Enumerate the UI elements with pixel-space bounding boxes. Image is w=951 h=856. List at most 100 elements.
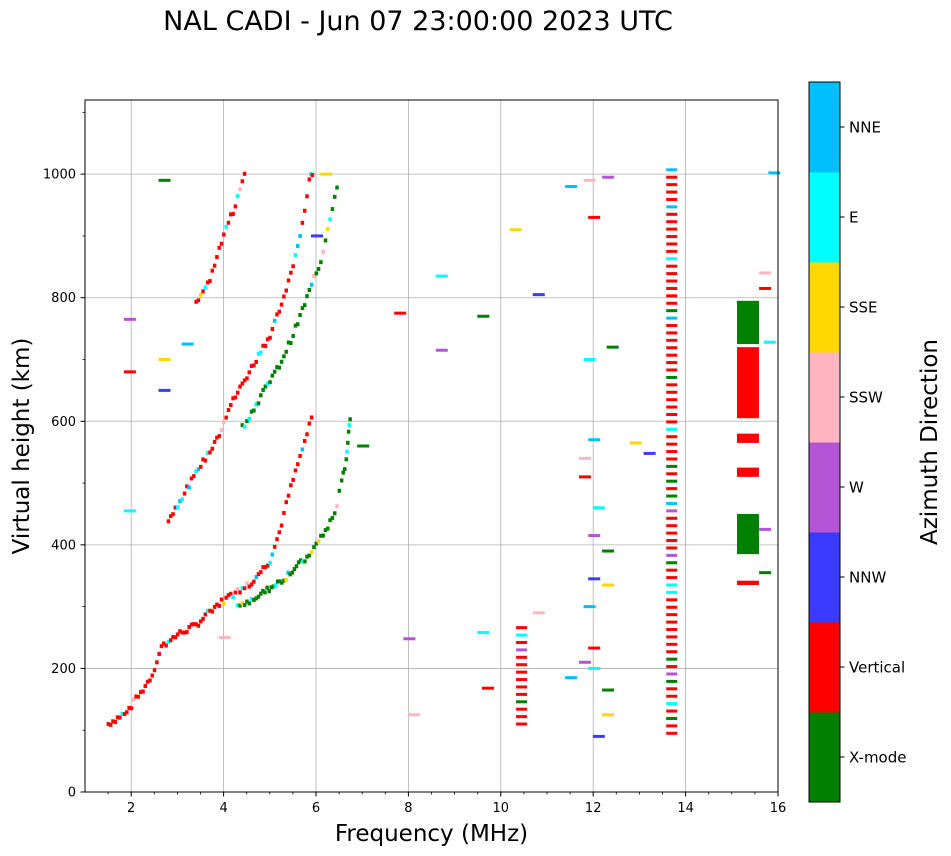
echo-point	[203, 285, 208, 290]
echo-point	[212, 263, 217, 268]
echo-point	[300, 220, 305, 225]
x-tick-label: 2	[127, 801, 135, 816]
echo-point	[578, 456, 591, 460]
echo-point	[194, 469, 198, 474]
echo-point	[335, 504, 339, 509]
echo-block	[666, 679, 678, 683]
echo-point	[159, 644, 164, 649]
echo-block	[666, 457, 678, 461]
echo-block	[666, 568, 678, 572]
echo-point	[277, 309, 282, 314]
echo-block	[666, 665, 678, 669]
echo-point	[259, 350, 263, 355]
echo-point	[210, 446, 215, 451]
echo-point	[293, 323, 298, 328]
echo-point	[182, 630, 187, 635]
echo-point	[291, 333, 295, 338]
echo-point	[189, 476, 194, 481]
echo-point	[588, 666, 601, 670]
echo-point	[229, 591, 233, 596]
echo-point	[357, 444, 370, 448]
y-tick-label: 400	[51, 538, 76, 553]
echo-point	[171, 512, 175, 517]
echo-point	[296, 322, 300, 327]
echo-block	[516, 640, 528, 644]
echo-point	[305, 294, 309, 299]
echo-block	[666, 539, 678, 543]
echo-point	[252, 579, 256, 584]
echo-point	[242, 602, 247, 607]
echo-block	[666, 249, 678, 253]
echo-block	[666, 183, 678, 187]
echo-block	[666, 361, 678, 365]
colorbar-label: Vertical	[849, 659, 905, 677]
echo-point	[270, 327, 275, 332]
echo-point	[602, 549, 615, 553]
colorbar-label: E	[849, 209, 858, 227]
echo-point	[164, 643, 168, 648]
echo-point	[314, 271, 318, 276]
echo-block	[666, 716, 678, 720]
echo-point	[242, 424, 247, 429]
echo-point	[323, 238, 328, 243]
echo-point	[312, 545, 316, 550]
echo-point	[296, 560, 301, 565]
echo-point	[208, 608, 212, 613]
echo-point	[286, 340, 291, 345]
echo-point	[199, 464, 203, 469]
echo-block	[666, 479, 678, 483]
echo-point	[588, 534, 601, 538]
echo-point	[303, 559, 307, 564]
echo-point	[115, 715, 120, 720]
colorbar-segment	[809, 532, 840, 623]
echo-block	[666, 620, 678, 624]
echo-point	[203, 458, 208, 463]
echo-point	[263, 590, 267, 595]
echo-block	[666, 309, 678, 313]
echo-point	[196, 298, 201, 303]
echo-point	[212, 604, 217, 609]
echo-point	[240, 381, 245, 386]
echo-point	[194, 622, 198, 627]
echo-point	[199, 292, 203, 297]
echo-block	[666, 390, 678, 394]
echo-block	[666, 576, 678, 580]
echo-point	[602, 688, 615, 692]
echo-point	[435, 274, 448, 278]
echo-point	[148, 678, 152, 683]
echo-point	[346, 440, 350, 445]
echo-point	[240, 423, 245, 428]
echo-point	[300, 306, 305, 311]
echo-point	[226, 593, 231, 598]
echo-point	[759, 286, 772, 290]
echo-point	[150, 673, 154, 678]
echo-point	[242, 586, 247, 591]
echo-point	[256, 572, 261, 577]
echo-point	[321, 533, 325, 538]
x-tick-label: 12	[585, 801, 602, 816]
echo-point	[217, 245, 221, 250]
echo-point	[201, 289, 205, 294]
echo-point	[256, 351, 261, 356]
echo-point	[120, 711, 124, 716]
echo-point	[314, 541, 318, 546]
echo-point	[290, 570, 295, 575]
echo-block	[666, 242, 678, 246]
echo-point	[247, 416, 252, 421]
echo-point	[291, 264, 295, 269]
echo-point	[263, 343, 268, 348]
echo-point	[178, 499, 182, 504]
echo-point	[252, 408, 256, 413]
colorbar-segment	[809, 262, 840, 353]
echo-point	[298, 312, 302, 317]
echo-point	[277, 579, 282, 584]
echo-point	[316, 266, 321, 271]
echo-block	[666, 220, 678, 224]
echo-point	[158, 388, 171, 392]
echo-block	[666, 338, 678, 342]
echo-point	[309, 550, 314, 555]
echo-point	[185, 630, 189, 635]
echo-point	[337, 488, 342, 493]
echo-point	[235, 390, 240, 395]
echo-point	[284, 349, 288, 354]
